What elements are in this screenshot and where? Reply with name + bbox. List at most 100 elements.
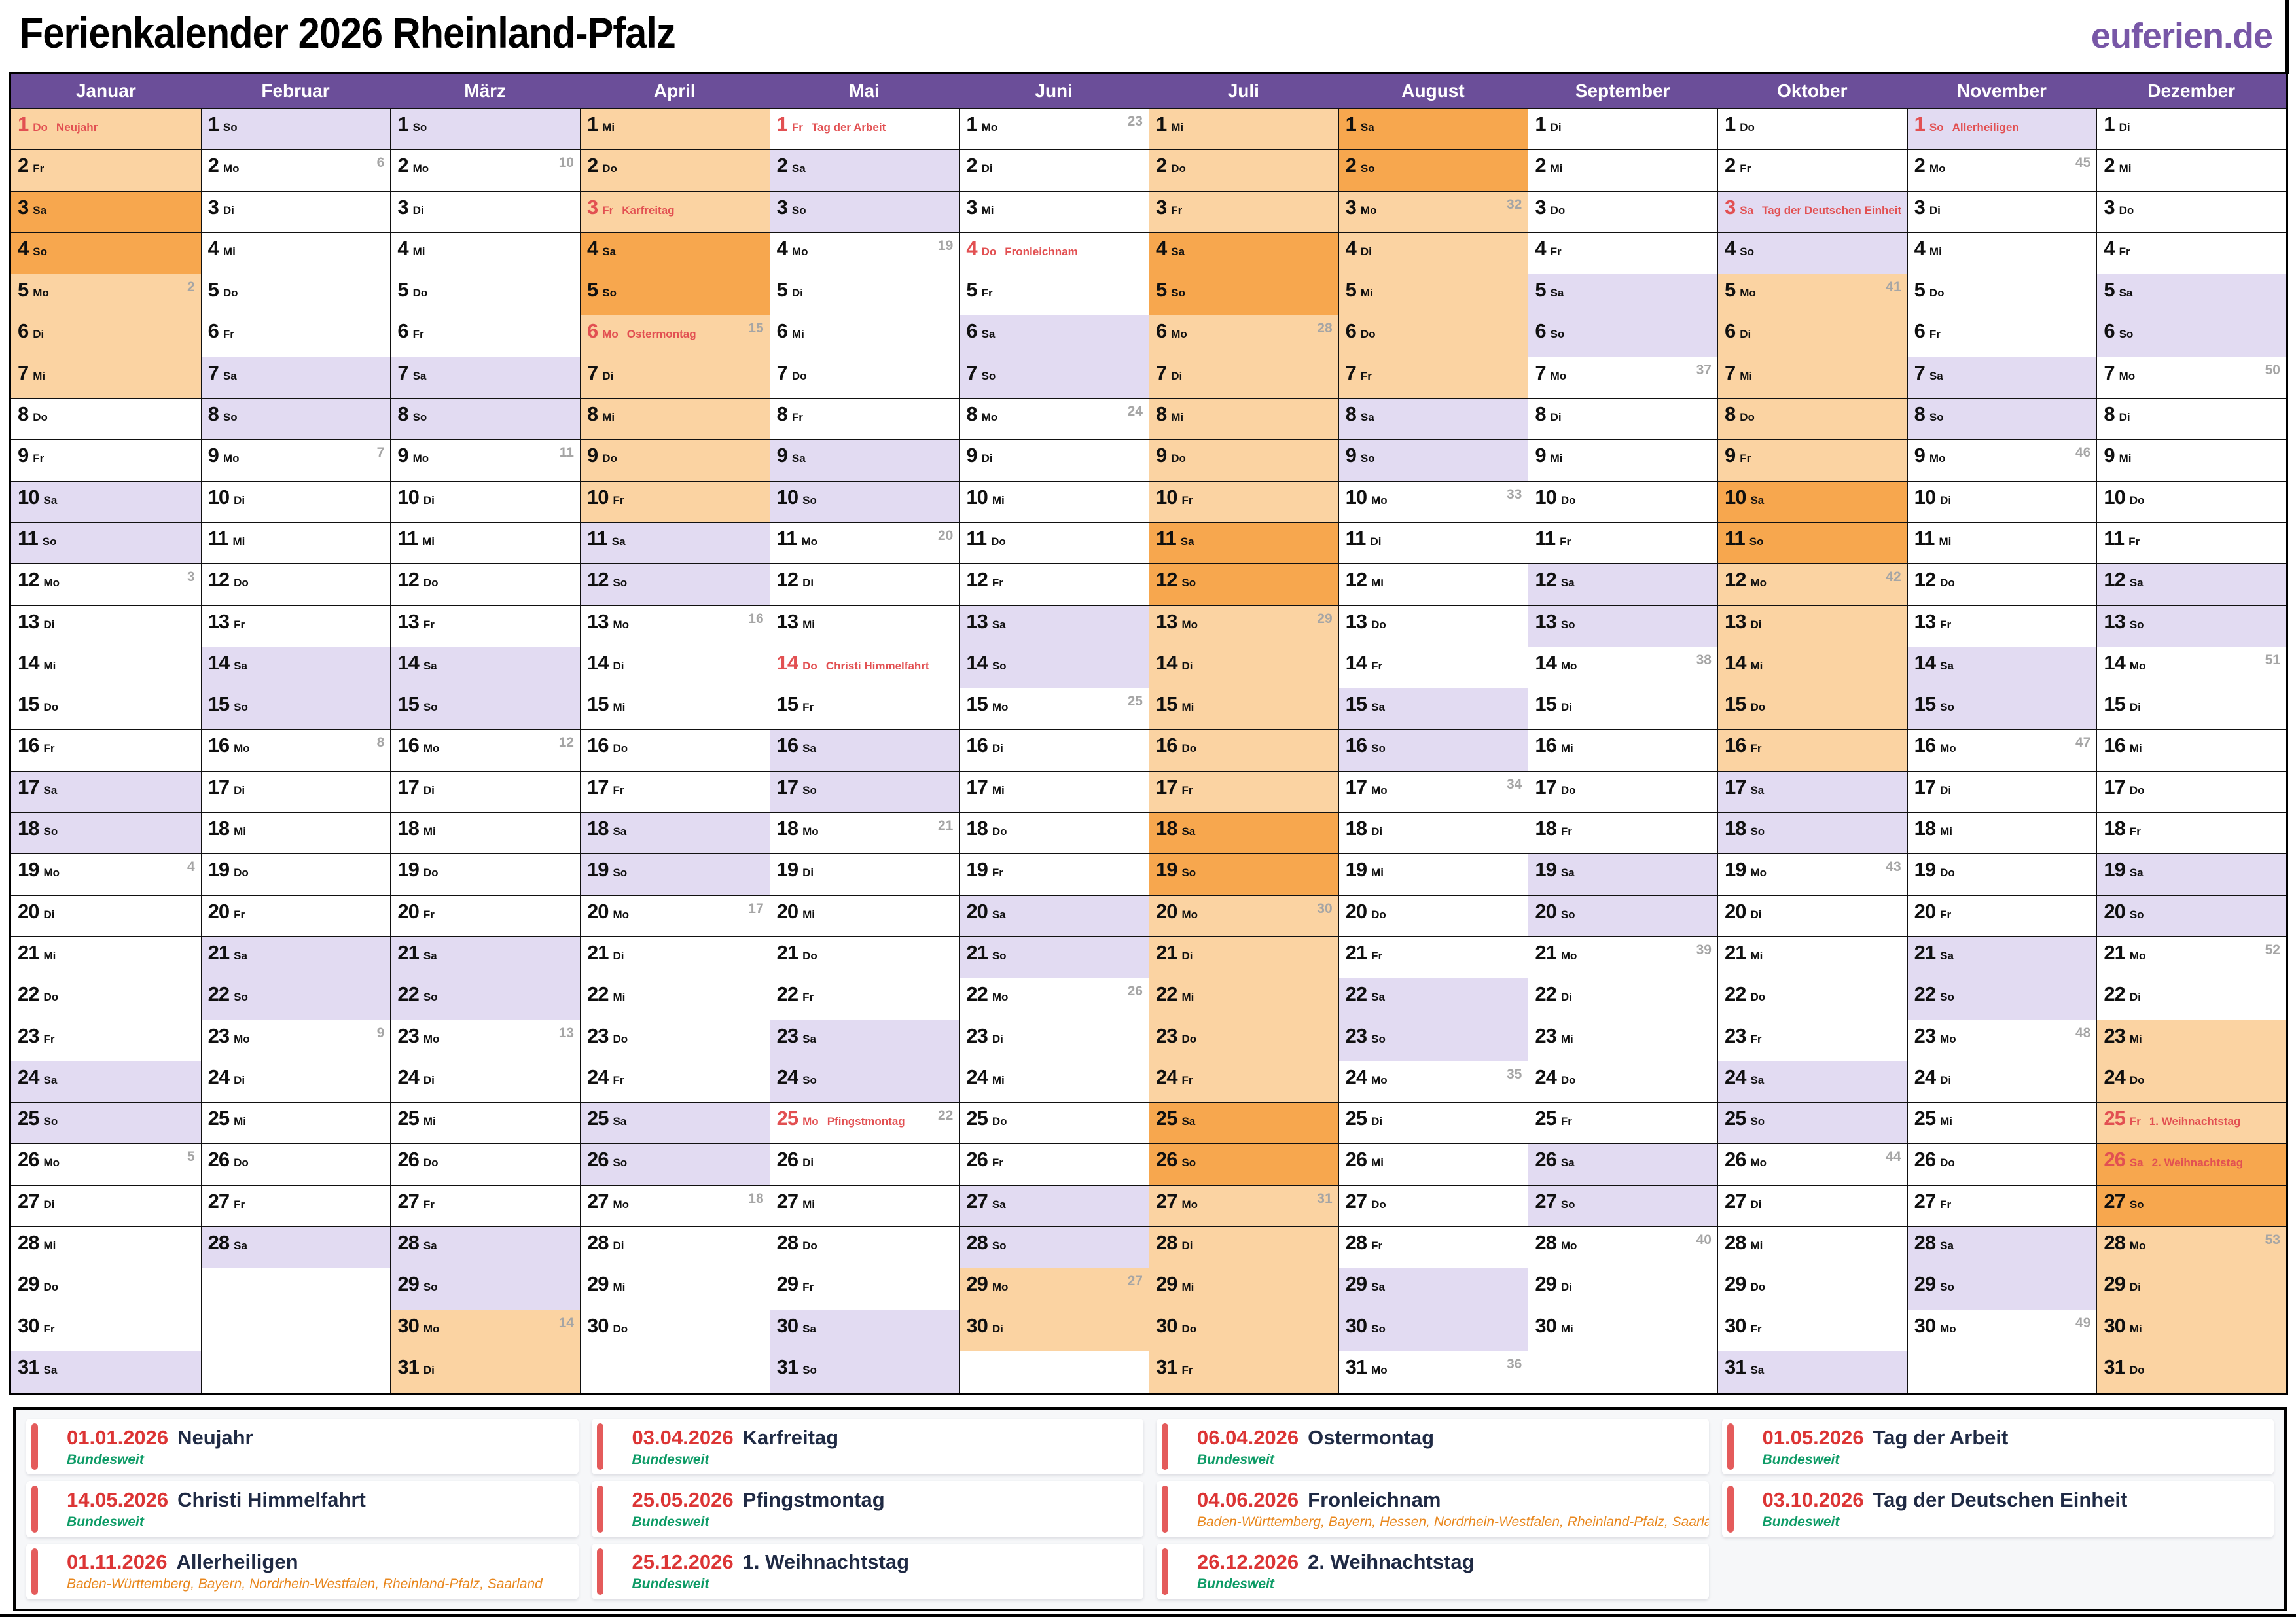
weekday-label: Di <box>1360 245 1372 258</box>
week-number: 47 <box>2075 735 2091 751</box>
legend-item-tag-der-deutschen-einheit: 03.10.2026 Tag der Deutschen Einheit Bunde… <box>1721 1481 2274 1537</box>
day-number: 26 <box>776 1148 798 1171</box>
day-cell-september-22: 22 Di <box>1528 978 1717 1020</box>
weekday-label: Do <box>992 825 1007 838</box>
legend-item-neujahr: 01.01.2026 Neujahr Bundesweit <box>26 1419 579 1475</box>
weekday-label: Mi <box>992 1073 1005 1086</box>
week-number: 51 <box>2265 652 2280 668</box>
legend-holiday-name: Allerheiligen <box>176 1550 298 1574</box>
legend-region: Baden-Württemberg, Bayern, Hessen, Nordr… <box>1197 1514 1709 1529</box>
day-number: 30 <box>586 1313 609 1337</box>
day-number: 10 <box>776 485 798 508</box>
legend-title-line: 03.10.2026 Tag der Deutschen Einheit <box>1763 1488 2268 1512</box>
day-number: 2 <box>397 154 408 177</box>
week-number: 2 <box>187 279 195 295</box>
page-bottom-border <box>0 1614 2296 1617</box>
week-number: 28 <box>1317 321 1333 336</box>
day-number: 3 <box>1155 195 1167 219</box>
day-cell-januar-25: 25 So <box>11 1103 201 1145</box>
day-number: 3 <box>18 195 29 219</box>
day-cell-februar-4: 4 Mi <box>200 232 391 275</box>
day-number: 18 <box>966 817 988 840</box>
weekday-label: Mi <box>33 369 46 382</box>
month-header-februar: Februar <box>200 74 391 109</box>
weekday-label: Mi <box>2129 1032 2142 1045</box>
weekday-label: Fr <box>423 908 435 921</box>
day-number: 7 <box>1535 361 1546 384</box>
weekday-label: Fr <box>1940 908 1952 921</box>
day-cell-mai-21: 21 Do <box>769 936 960 979</box>
day-cell-mai-27: 27 Mi <box>769 1185 960 1228</box>
weekday-label: Mi <box>1560 742 1573 755</box>
weekday-label: Fr <box>2129 825 2141 838</box>
week-number: 6 <box>376 155 385 171</box>
day-cell-februar-14: 14 Sa <box>200 647 391 689</box>
weekday-label: Do <box>1940 866 1955 880</box>
day-cell-juni-7: 7 So <box>959 357 1149 399</box>
weekday-label: Fr <box>1940 618 1952 631</box>
weekday-label: Mi <box>992 493 1005 507</box>
weekday-label: Sa <box>234 949 247 962</box>
legend-item-allerheiligen: 01.11.2026 Allerheiligen Baden-Württemberg… <box>26 1543 579 1599</box>
day-cell-marz-28: 28 Sa <box>390 1227 580 1269</box>
day-number: 1 <box>2104 113 2115 135</box>
day-number: 6 <box>1155 319 1167 343</box>
legend-date: 25.12.2026 <box>632 1550 734 1574</box>
day-cell-januar-29: 29 Do <box>11 1268 201 1310</box>
weekday-label: Do <box>2119 204 2134 217</box>
day-number: 5 <box>1724 278 1736 302</box>
day-cell-september-3: 3 Do <box>1528 191 1717 233</box>
weekday-label: Di <box>2129 1281 2141 1294</box>
day-cell-oktober-18: 18 So <box>1717 813 1907 855</box>
day-number: 22 <box>1345 982 1367 1006</box>
site-logo[interactable]: euferien.de <box>2090 16 2273 56</box>
weekday-label: Do <box>802 1240 817 1253</box>
weekday-label: So <box>1560 618 1575 631</box>
day-number: 16 <box>2104 734 2125 757</box>
month-column-september: September 1 Di 2 Mi 3 Do 4 Fr 5 Sa 6 So 7 Mo 37 8 Di 9 Mi 10… <box>1528 74 1717 1393</box>
day-number: 7 <box>2104 361 2115 384</box>
day-cell-dezember-29: 29 Di <box>2096 1268 2286 1310</box>
weekday-label: Sa <box>1929 369 1943 382</box>
holiday-accent-bar <box>1162 1486 1168 1533</box>
day-number: 12 <box>586 568 609 592</box>
legend-holiday-name: 2. Weihnachtstag <box>1308 1550 1475 1574</box>
day-number: 14 <box>397 651 419 674</box>
day-number: 4 <box>1724 236 1736 260</box>
weekday-label: So <box>43 825 58 838</box>
empty-cell <box>1907 1351 2097 1393</box>
weekday-label: Mo <box>1940 1032 1956 1045</box>
day-cell-januar-21: 21 Mi <box>11 936 201 979</box>
day-number: 2 <box>18 154 29 177</box>
day-number: 4 <box>1535 236 1546 260</box>
weekday-label: So <box>1940 701 1954 714</box>
day-number: 15 <box>2104 692 2125 716</box>
day-number: 15 <box>1724 692 1746 716</box>
day-number: 11 <box>776 526 798 550</box>
day-number: 4 <box>397 236 408 260</box>
day-cell-oktober-11: 11 So <box>1717 522 1907 565</box>
day-number: 6 <box>397 319 408 343</box>
day-cell-oktober-24: 24 Sa <box>1717 1061 1907 1103</box>
day-number: 20 <box>207 899 230 923</box>
weekday-label: So <box>1749 535 1764 548</box>
month-header-juli: Juli <box>1148 74 1338 109</box>
legend-holiday-name: Karfreitag <box>742 1425 839 1449</box>
month-header-mai: Mai <box>769 74 960 109</box>
weekday-label: Do <box>981 245 997 258</box>
week-number: 17 <box>748 901 764 916</box>
weekday-label: Sa <box>981 328 996 341</box>
month-column-marz: März 1 So 2 Mo 10 3 Di 4 Mi 5 Do 6 Fr 7 Sa 8 So 9 Mo 11 10 Di 1… <box>390 74 580 1393</box>
day-number: 1 <box>966 113 977 135</box>
day-number: 14 <box>2104 651 2125 674</box>
day-cell-juli-2: 2 Do <box>1148 150 1338 192</box>
day-number: 27 <box>1914 1189 1936 1213</box>
day-number: 6 <box>966 319 977 343</box>
weekday-label: Do <box>1360 328 1376 341</box>
day-cell-april-26: 26 So <box>579 1144 770 1186</box>
day-cell-dezember-18: 18 Fr <box>2096 813 2286 855</box>
weekday-label: Mo <box>423 1032 440 1045</box>
week-number: 32 <box>1506 196 1522 212</box>
day-number: 27 <box>586 1189 609 1213</box>
day-number: 17 <box>966 775 988 798</box>
